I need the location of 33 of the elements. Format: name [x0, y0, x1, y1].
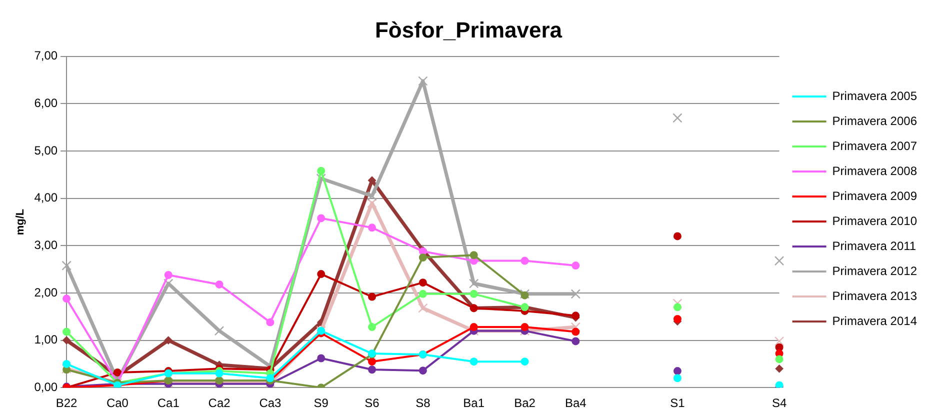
legend-label: Primavera 2005: [832, 88, 918, 103]
x-tick-label: S9: [314, 396, 329, 410]
legend-label: Primavera 2014: [832, 314, 918, 328]
legend-label: Primavera 2010: [832, 214, 918, 228]
legend-label: Primavera 2006: [832, 114, 918, 128]
y-tick-label: 0,00: [34, 380, 58, 394]
x-tick-label: Ca0: [106, 396, 129, 410]
legend-label: Primavera 2012: [832, 264, 918, 278]
x-tick-label: B22: [56, 396, 78, 410]
x-tick-label: S6: [364, 396, 380, 410]
x-tick-label: S8: [416, 396, 431, 410]
x-tick-label: S4: [772, 396, 787, 410]
y-tick-label: 3,00: [34, 238, 58, 252]
x-tick-label: S1: [670, 396, 686, 410]
y-tick-label: 6,00: [34, 96, 58, 110]
x-tick-label: Ca3: [259, 396, 282, 410]
y-tick-label: 4,00: [34, 190, 58, 205]
y-tick-label: 2,00: [34, 285, 58, 300]
chart-title: Fòsfor_Primavera: [374, 17, 563, 42]
x-tick-label: Ca1: [157, 396, 180, 410]
legend-label: Primavera 2009: [832, 188, 918, 203]
x-tick-label: Ca2: [208, 396, 231, 410]
x-tick-label: Ba4: [564, 396, 587, 410]
legend-label: Primavera 2007: [832, 138, 918, 153]
legend-label: Primavera 2013: [832, 288, 918, 303]
y-tick-label: 1,00: [34, 332, 58, 347]
y-tick-label: 5,00: [34, 143, 58, 158]
x-tick-label: Ba1: [463, 396, 485, 410]
y-axis-title: mg/L: [14, 208, 27, 236]
x-tick-label: Ba2: [514, 396, 536, 410]
y-tick-label: 7,00: [34, 48, 58, 63]
legend-label: Primavera 2011: [832, 238, 916, 253]
legend-label: Primavera 2008: [832, 164, 918, 178]
